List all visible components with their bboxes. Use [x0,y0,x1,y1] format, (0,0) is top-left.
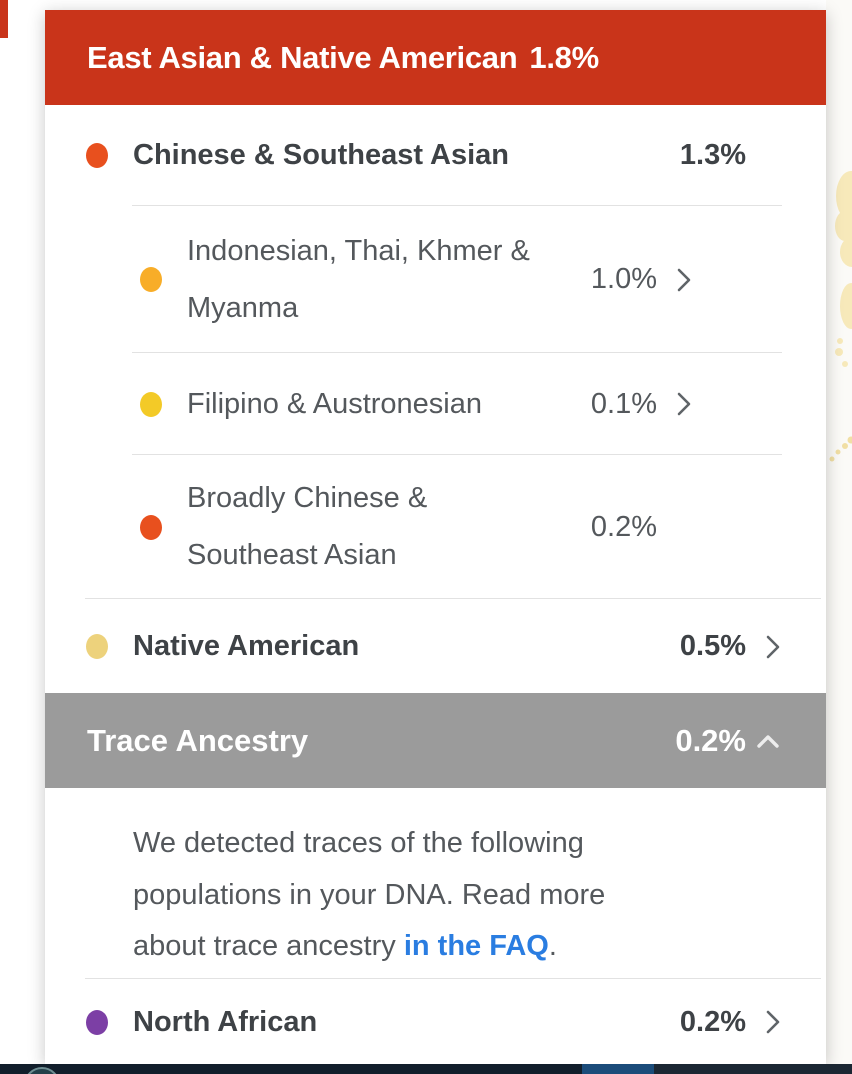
ancestry-label: Filipino & Austronesian [187,387,482,420]
ancestry-row-north-african[interactable]: North African 0.2% [45,980,826,1064]
chevron-slot [746,1007,782,1037]
collapse-chevron-slot [746,732,782,750]
trace-ancestry-percent: 0.2% [675,722,746,758]
trace-ancestry-title: Trace Ancestry [87,722,309,758]
ancestry-label: North African [133,1005,318,1038]
ancestry-label: Broadly Chinese & Southeast Asian [187,482,428,571]
adjacent-card-strip [0,0,8,38]
chevron-slot [746,632,782,662]
divider [45,978,826,980]
faq-link[interactable]: in the FAQ [403,930,549,963]
category-title: East Asian & Native American [87,39,518,75]
divider [45,205,826,207]
ancestry-dot [86,1009,108,1035]
ancestry-dot [86,634,108,659]
chevron-slot [657,389,693,419]
ancestry-label: Indonesian, Thai, Khmer & Myanma [187,234,530,324]
bottom-footer-bar [0,1064,852,1074]
trace-ancestry-note: We detected traces of the following popu… [45,788,826,978]
ancestry-label: Chinese & Southeast Asian [133,138,510,171]
ancestry-percent: 0.2% [679,1005,746,1038]
help-bubble-icon[interactable] [24,1067,60,1074]
divider [45,454,826,456]
ancestry-percent: 0.2% [590,510,657,543]
ancestry-row-chinese-southeast-asian: Chinese & Southeast Asian 1.3% [45,105,826,205]
divider [45,352,826,354]
trace-ancestry-header[interactable]: Trace Ancestry 0.2% [45,693,826,788]
ancestry-percent: 1.3% [679,138,746,171]
ancestry-dot [86,142,108,168]
map-watermark-shapes [829,171,852,462]
chevron-slot [657,265,693,295]
category-percent: 1.8% [529,39,599,75]
trace-note-period: . [548,930,557,963]
chevron-right-icon [677,392,691,416]
ancestry-dot [140,391,162,417]
ancestry-percent: 1.0% [590,263,657,295]
ancestry-composition-card: East Asian & Native American 1.8% Chines… [45,10,826,1064]
ancestry-label: Native American [133,630,360,663]
trace-note-text: We detected traces of the following popu… [133,827,606,963]
ancestry-dot [140,514,162,540]
chevron-right-icon [766,635,780,658]
ancestry-row-native-american[interactable]: Native American 0.5% [45,600,826,693]
footer-segment [654,1064,852,1074]
category-header-east-asian[interactable]: East Asian & Native American 1.8% [45,10,826,105]
ancestry-dot [140,267,162,292]
chevron-right-icon [677,268,691,291]
footer-highlight-segment [582,1064,654,1074]
chevron-up-icon [757,734,779,748]
ancestry-row-indonesian-thai-khmer-myanma[interactable]: Indonesian, Thai, Khmer & Myanma 1.0% [45,207,826,352]
ancestry-row-filipino-austronesian[interactable]: Filipino & Austronesian 0.1% [45,354,826,454]
ancestry-percent: 0.1% [590,387,657,420]
ancestry-row-broadly-chinese-southeast-asian: Broadly Chinese & Southeast Asian 0.2% [45,456,826,598]
chevron-right-icon [766,1010,780,1034]
divider [45,598,826,600]
map-watermark [826,0,852,1064]
ancestry-percent: 0.5% [679,630,746,662]
